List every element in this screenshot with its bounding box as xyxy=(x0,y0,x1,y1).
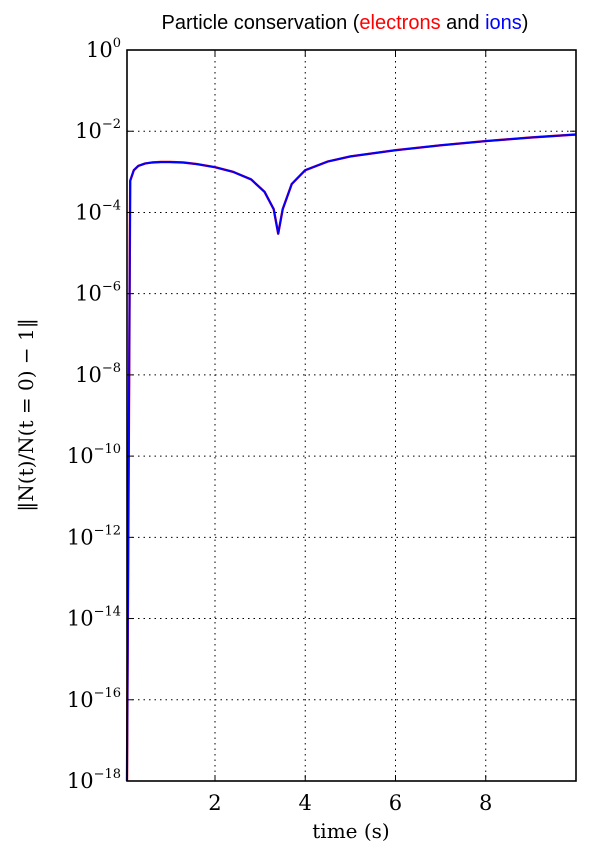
y-tick-exponent: −4 xyxy=(102,198,121,213)
y-tick-base: 10 xyxy=(67,444,94,468)
y-tick-label: 10−6 xyxy=(75,280,121,306)
data-series xyxy=(125,133,577,782)
series-line-electrons xyxy=(125,133,577,782)
x-tick-label: 2 xyxy=(208,791,221,815)
title-suffix: ) xyxy=(522,12,529,34)
y-tick-exponent: −2 xyxy=(102,117,121,132)
x-tick-label: 6 xyxy=(389,791,402,815)
y-tick-label: 10−2 xyxy=(75,117,121,143)
x-tick-label: 8 xyxy=(479,791,492,815)
y-tick-exponent: −12 xyxy=(94,523,121,538)
y-tick-exponent: −10 xyxy=(94,442,121,457)
y-tick-label: 10−10 xyxy=(67,442,121,468)
y-tick-base: 10 xyxy=(67,769,94,793)
tick-marks xyxy=(127,49,576,782)
y-tick-exponent: −18 xyxy=(94,767,121,782)
y-tick-labels: 10010−210−410−610−810−1010−1210−1410−161… xyxy=(67,36,121,793)
plot-frame xyxy=(126,49,577,782)
title-electrons: electrons xyxy=(359,12,440,34)
grid-lines xyxy=(127,50,576,781)
y-axis-label: ‖N(t)/N(t = 0) − 1‖ xyxy=(14,318,39,511)
y-tick-label: 10−8 xyxy=(75,361,121,387)
y-tick-base: 10 xyxy=(67,607,94,631)
title-middle: and xyxy=(441,12,485,34)
y-tick-base: 10 xyxy=(86,38,113,62)
y-tick-exponent: −8 xyxy=(102,361,121,376)
y-tick-base: 10 xyxy=(75,363,102,387)
y-tick-base: 10 xyxy=(75,282,102,306)
title-prefix: Particle conservation ( xyxy=(162,12,360,34)
y-tick-base: 10 xyxy=(75,200,102,224)
y-tick-exponent: −16 xyxy=(94,686,121,701)
y-tick-exponent: −14 xyxy=(94,605,121,620)
title-ions: ions xyxy=(485,12,522,34)
series-line-ions xyxy=(126,133,577,782)
y-tick-label: 10−14 xyxy=(67,605,121,631)
x-axis-label: time (s) xyxy=(312,819,389,843)
y-tick-label: 10−18 xyxy=(67,767,121,793)
y-tick-base: 10 xyxy=(67,688,94,712)
y-tick-exponent: −6 xyxy=(102,280,121,295)
y-tick-exponent: 0 xyxy=(113,36,121,51)
x-tick-labels: 2 4 6 8 xyxy=(208,791,492,815)
y-tick-label: 10−12 xyxy=(67,523,121,549)
y-tick-base: 10 xyxy=(67,525,94,549)
y-tick-label: 100 xyxy=(86,36,121,62)
y-tick-label: 10−4 xyxy=(75,198,121,224)
y-tick-label: 10−16 xyxy=(67,686,121,712)
y-tick-base: 10 xyxy=(75,119,102,143)
x-tick-label: 4 xyxy=(299,791,312,815)
chart-title: Particle conservation (electrons and ion… xyxy=(162,12,529,34)
